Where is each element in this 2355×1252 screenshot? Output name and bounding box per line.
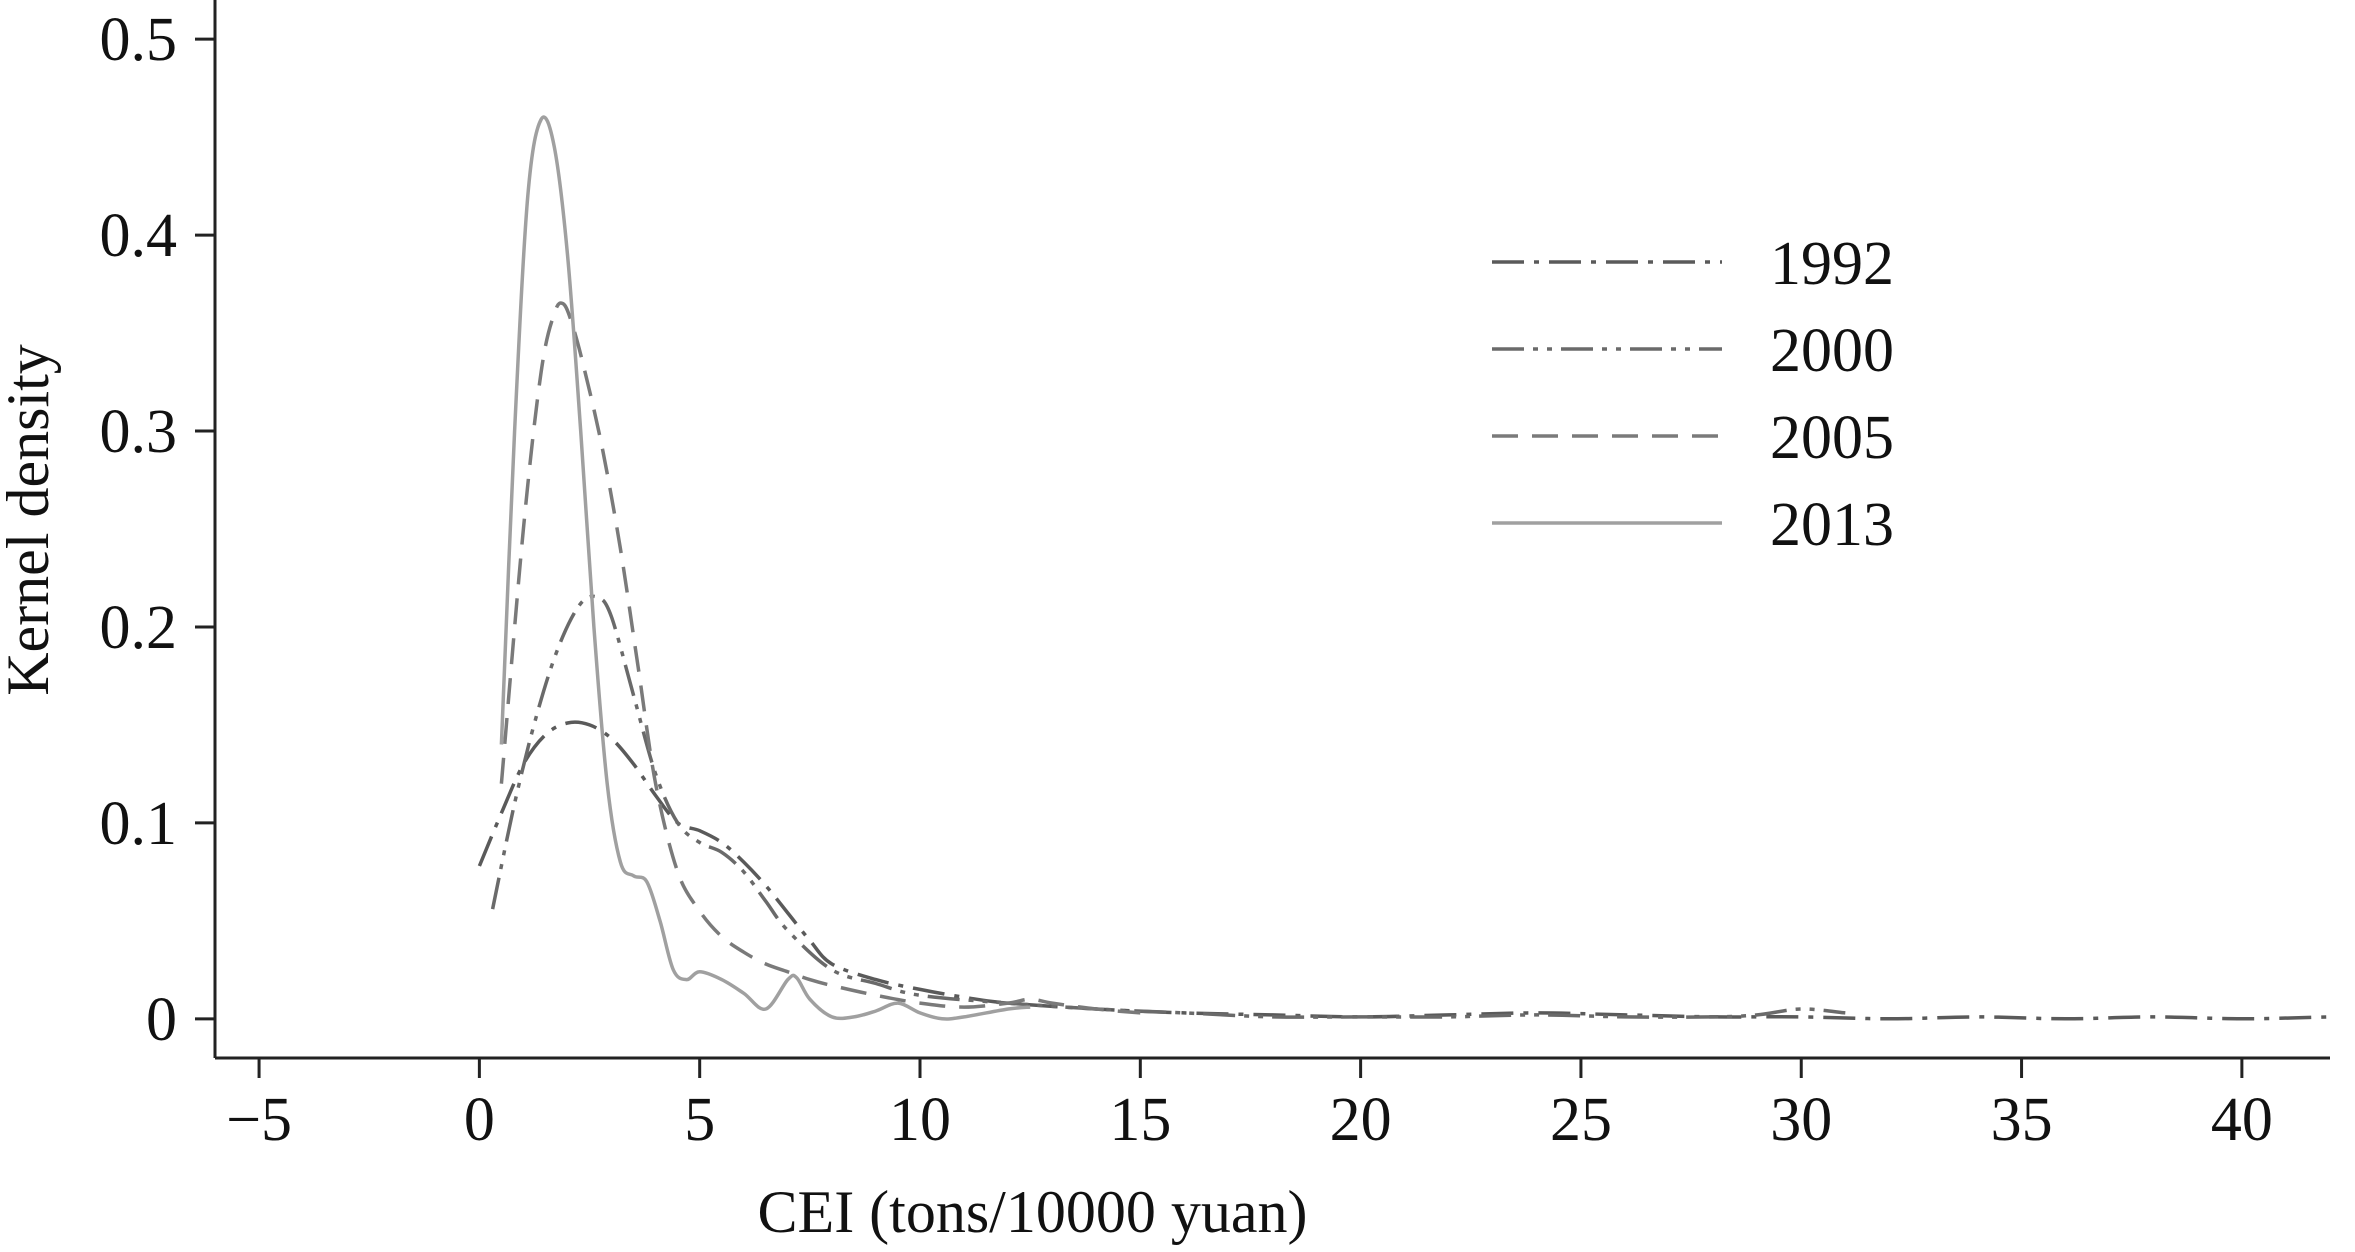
x-tick-label: 5: [684, 1086, 715, 1154]
x-tick-label: 20: [1330, 1086, 1392, 1154]
y-tick-label: 0.4: [100, 202, 178, 270]
series-line-2000: [490, 594, 1846, 1019]
legend-label-2000: 2000: [1770, 317, 1894, 385]
x-tick-label: 35: [1991, 1086, 2053, 1154]
x-tick-label: 0: [464, 1086, 495, 1154]
axes: [213, 0, 2330, 1060]
series-line-2013: [499, 115, 1031, 1021]
legend-label-2005: 2005: [1770, 404, 1894, 472]
y-tick-label: 0.5: [100, 6, 178, 74]
y-tick-label: 0: [146, 986, 177, 1054]
y-axis-title: Kernel density: [0, 344, 61, 696]
legend-label-1992: 1992: [1770, 230, 1894, 298]
x-tick-label: 15: [1109, 1086, 1171, 1154]
x-tick-label: 30: [1770, 1086, 1832, 1154]
x-tick-label: 40: [2211, 1086, 2273, 1154]
x-axis-title: CEI (tons/10000 yuan): [758, 1179, 1308, 1245]
ticks: −5 0 5 10 15 20 25 30 35 40 0 0.1 0.2 0.3 0.4 0.5: [100, 6, 2273, 1154]
series-line-1992: [477, 720, 2331, 1021]
legend: 1992 2000 2005 2013: [1492, 230, 1894, 559]
x-tick-label: 10: [889, 1086, 951, 1154]
x-tick-label: 25: [1550, 1086, 1612, 1154]
x-tick-label: −5: [226, 1086, 292, 1154]
y-tick-label: 0.2: [100, 594, 178, 662]
series-line-2005: [499, 301, 1141, 1015]
legend-label-2013: 2013: [1770, 491, 1894, 559]
y-tick-label: 0.1: [100, 790, 178, 858]
y-tick-label: 0.3: [100, 398, 178, 466]
series-lines: [477, 115, 2331, 1021]
